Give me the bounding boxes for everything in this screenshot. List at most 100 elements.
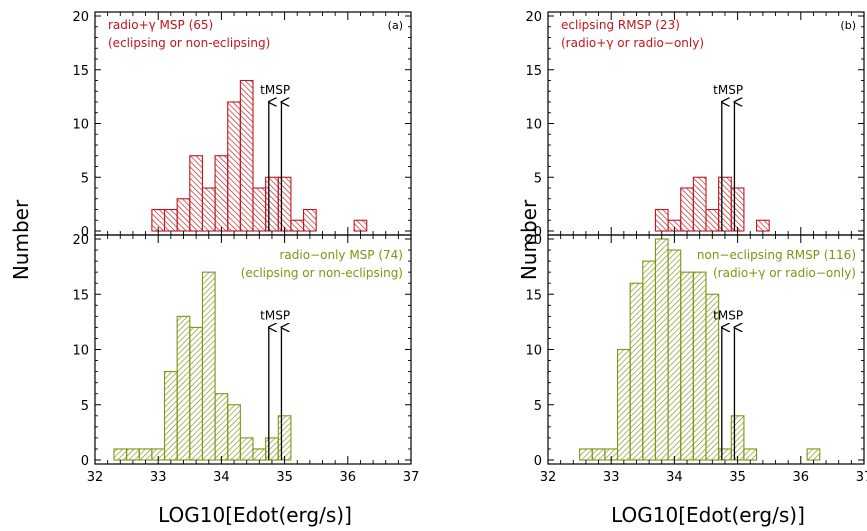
tmsp-label: tMSP <box>260 308 290 322</box>
x-tick-label: 34 <box>213 470 230 485</box>
y-tick-label: 15 <box>525 64 542 79</box>
panel-right-bottom: 0 5 10 15 20 32 33 34 35 36 37 tMSP non−eclipsing RM… <box>525 233 867 485</box>
histogram-bar <box>642 260 656 461</box>
y-tick-label: 15 <box>525 288 542 303</box>
y-tick-label: 10 <box>525 344 542 359</box>
y-tick-label: 20 <box>525 10 542 25</box>
y-tick-label: 0 <box>534 225 542 240</box>
y-axis-label-left: Number <box>9 199 33 280</box>
histogram-bar <box>265 176 279 232</box>
panel-left-top: 0 5 10 15 20 tMSP radio+γ MSP (65) (eclipsing o… <box>72 10 412 240</box>
legend-line: (eclipsing or non-eclipsing) <box>241 266 403 280</box>
y-tick-label: 10 <box>72 344 89 359</box>
histogram-bar <box>591 448 606 461</box>
histogram-bar <box>718 176 732 232</box>
x-tick-label: 34 <box>666 470 683 485</box>
histogram-bar <box>680 271 694 461</box>
histogram-bar <box>353 219 368 232</box>
y-tick-label: 5 <box>81 171 89 186</box>
histogram-bar <box>629 282 644 461</box>
panel-tag: (b) <box>840 19 856 32</box>
histogram-bar <box>692 271 707 461</box>
panel-right-top: 0 5 10 15 20 tMSP eclipsing RMSP (23) (radio+γ … <box>525 10 865 240</box>
x-tick-label: 35 <box>276 470 293 485</box>
x-axis-label-right: LOG10[Edot(erg/s)] <box>611 503 805 527</box>
histogram-bar <box>201 271 216 461</box>
y-tick-label: 0 <box>81 225 89 240</box>
legend-line: radio−only MSP (74) <box>280 248 404 262</box>
y-tick-label: 5 <box>534 171 542 186</box>
histogram-bar <box>303 208 317 232</box>
panels: 0 5 10 15 20 tMSP radio+γ MSP (65) (eclipsing o… <box>72 10 867 485</box>
legend-line: (eclipsing or non-eclipsing) <box>108 36 270 50</box>
histogram-bar <box>654 208 669 232</box>
histogram-bar <box>176 198 191 232</box>
x-axis-label-left: LOG10[Edot(erg/s)] <box>158 503 352 527</box>
tmsp-label: tMSP <box>713 83 743 97</box>
x-tick-label: 35 <box>729 470 746 485</box>
y-tick-label: 20 <box>72 233 89 248</box>
histogram-bar <box>214 155 229 232</box>
histogram-bar <box>163 371 178 461</box>
tmsp-label: tMSP <box>260 83 290 97</box>
legend-line: (radio+γ or radio−only) <box>713 266 856 280</box>
tmsp-label: tMSP <box>713 308 743 322</box>
histogram-bar <box>189 155 203 232</box>
histogram-bar <box>616 348 631 461</box>
histogram-bar <box>227 101 241 232</box>
histogram-bar <box>239 437 254 461</box>
histogram-bar <box>579 448 593 461</box>
histogram-bar <box>654 238 669 461</box>
x-tick-label: 36 <box>340 470 357 485</box>
histogram-bar <box>667 249 682 461</box>
y-tick-label: 20 <box>72 10 89 25</box>
x-tick-label: 37 <box>403 470 420 485</box>
x-tick-label: 33 <box>603 470 620 485</box>
y-tick-label: 10 <box>525 118 542 133</box>
histogram-bar <box>290 219 305 232</box>
legend-line: eclipsing RMSP (23) <box>561 18 680 32</box>
histogram-bar <box>113 448 128 461</box>
histogram-bar <box>692 176 707 232</box>
histogram-bar <box>176 315 191 461</box>
histogram-bar <box>252 187 267 232</box>
histogram-bar <box>126 448 140 461</box>
panel-left-bottom: 0 5 10 15 20 32 33 34 35 36 37 tMSP radio−only MSP (… <box>72 233 419 485</box>
histogram-bar <box>252 448 267 461</box>
y-axis-label-right: Number <box>517 199 541 280</box>
histogram-bar <box>201 187 216 232</box>
histogram-bar <box>277 176 292 232</box>
y-tick-label: 0 <box>81 454 89 469</box>
y-tick-label: 10 <box>72 118 89 133</box>
histogram-bar <box>705 208 720 232</box>
x-tick-label: 32 <box>87 470 104 485</box>
histogram-bar <box>743 448 758 461</box>
x-tick-label: 32 <box>540 470 557 485</box>
x-tick-label: 36 <box>793 470 810 485</box>
histogram-bar <box>718 448 732 461</box>
histogram-bar <box>227 404 241 461</box>
y-tick-label: 15 <box>72 64 89 79</box>
histogram-bar <box>163 208 178 232</box>
histogram-bar <box>680 187 694 232</box>
y-tick-label: 5 <box>81 399 89 414</box>
x-tick-label: 33 <box>150 470 167 485</box>
y-tick-label: 0 <box>534 454 542 469</box>
legend-line: non−eclipsing RMSP (116) <box>697 248 856 262</box>
histogram-bar <box>277 415 292 461</box>
histogram-bar <box>730 415 745 461</box>
histogram-bar <box>138 448 153 461</box>
y-tick-label: 20 <box>525 233 542 248</box>
histogram-bar <box>214 393 229 461</box>
legend-line: (radio+γ or radio−only) <box>561 36 704 50</box>
panel-tag: (a) <box>388 19 403 32</box>
histogram-bar <box>756 219 770 232</box>
histogram-bar <box>189 326 203 461</box>
y-tick-label: 15 <box>72 288 89 303</box>
legend-line: radio+γ MSP (65) <box>108 18 213 32</box>
histogram-bar <box>265 437 279 461</box>
histogram-bar <box>730 187 745 232</box>
histogram-bar <box>806 448 821 461</box>
y-tick-label: 5 <box>534 399 542 414</box>
